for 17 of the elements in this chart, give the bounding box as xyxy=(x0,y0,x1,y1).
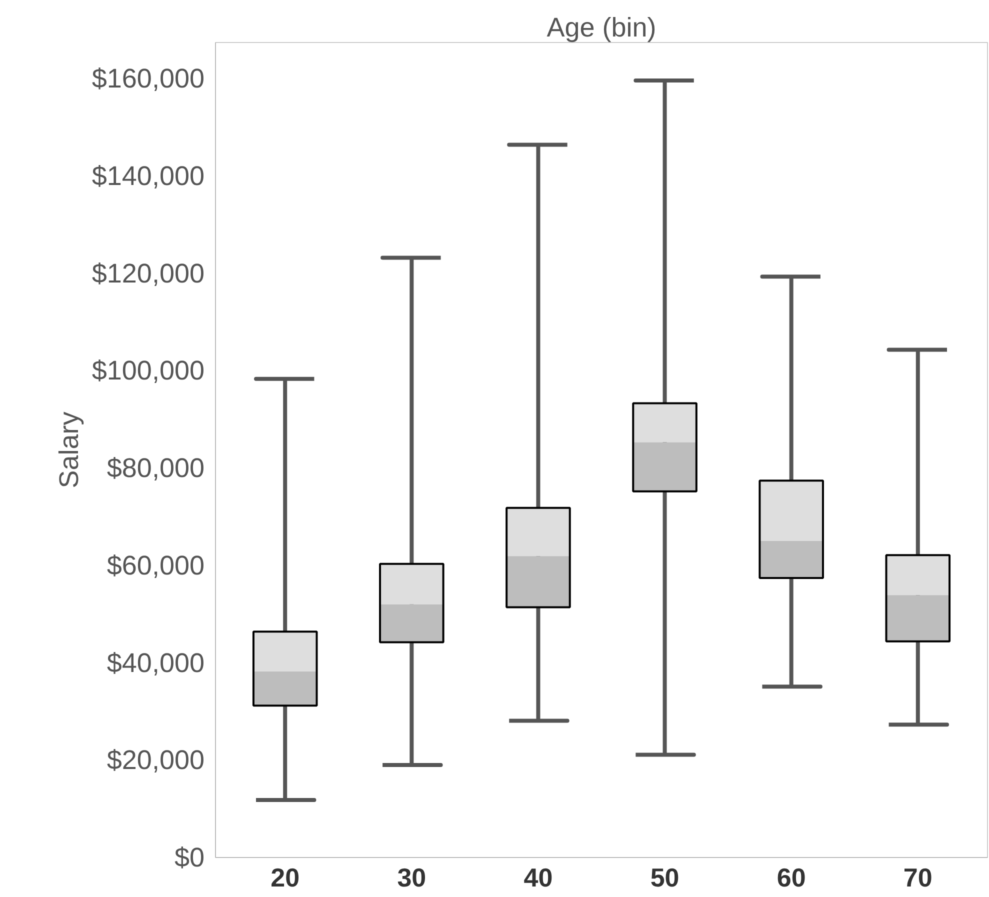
x-tick-label: 50 xyxy=(650,862,680,892)
y-tick-label: $120,000 xyxy=(92,258,205,288)
y-tick-label: $40,000 xyxy=(106,648,205,678)
y-tick-label: $140,000 xyxy=(92,160,205,191)
x-tick-label: 70 xyxy=(903,862,932,892)
y-tick-label: $80,000 xyxy=(106,453,205,484)
y-axis-title: Salary xyxy=(54,411,84,488)
x-tick-label: 40 xyxy=(524,862,553,892)
x-tick-label: 20 xyxy=(270,862,300,892)
x-tick-label: 60 xyxy=(776,862,806,892)
y-tick-label: $0 xyxy=(174,842,205,872)
x-tick-label: 30 xyxy=(397,862,426,892)
y-tick-label: $160,000 xyxy=(92,64,205,94)
y-tick-label: $100,000 xyxy=(92,356,205,386)
y-tick-label: $20,000 xyxy=(106,745,205,776)
x-axis-title: Age (bin) xyxy=(546,12,656,42)
y-tick-label: $60,000 xyxy=(106,550,205,580)
